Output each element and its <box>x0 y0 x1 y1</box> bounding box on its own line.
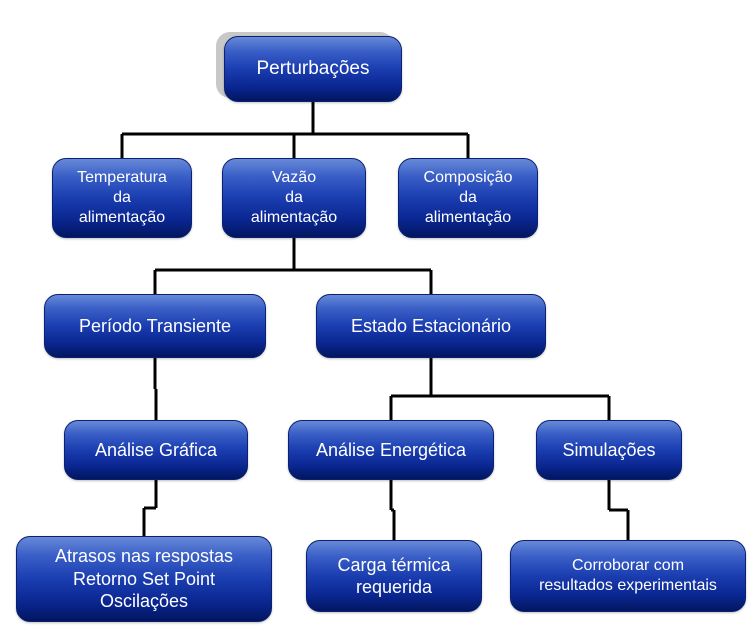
node-ae: Análise Energética <box>288 420 494 480</box>
node-pt: Período Transiente <box>44 294 266 358</box>
node-comp: Composição da alimentação <box>398 158 538 238</box>
node-vazao: Vazão da alimentação <box>222 158 366 238</box>
node-ee: Estado Estacionário <box>316 294 546 358</box>
node-root: Perturbações <box>224 36 402 102</box>
node-atrasos: Atrasos nas respostas Retorno Set Point … <box>16 536 272 622</box>
node-ag: Análise Gráfica <box>64 420 248 480</box>
node-carga: Carga térmica requerida <box>306 540 482 612</box>
node-corr: Corroborar com resultados experimentais <box>510 540 746 612</box>
node-sim: Simulações <box>536 420 682 480</box>
node-temp: Temperatura da alimentação <box>52 158 192 238</box>
